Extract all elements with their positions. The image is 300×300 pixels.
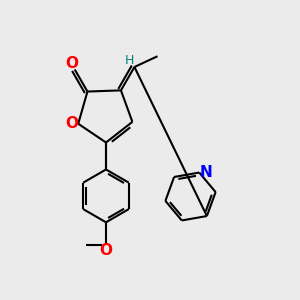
- Text: O: O: [65, 116, 78, 131]
- Text: O: O: [65, 56, 78, 71]
- Text: N: N: [200, 165, 212, 180]
- Text: H: H: [125, 54, 135, 67]
- Text: O: O: [100, 243, 112, 258]
